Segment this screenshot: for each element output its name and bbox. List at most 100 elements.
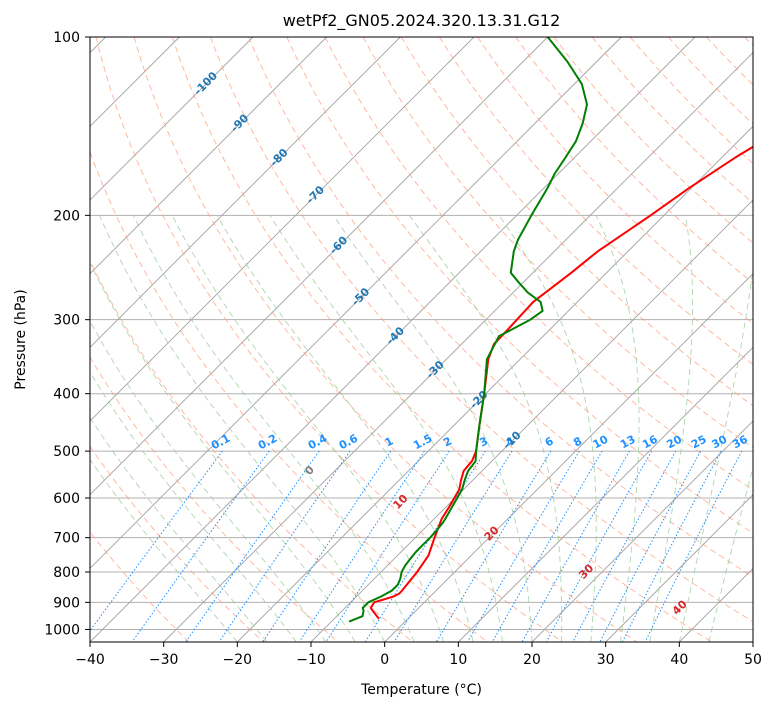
dewpoint-profile-line <box>348 37 588 623</box>
moist-adiabat-line <box>649 215 694 642</box>
dry-adiabat-line <box>210 37 753 623</box>
temperature-profile-line <box>369 145 753 620</box>
dry-adiabat-line <box>668 37 753 125</box>
x-tick-label: 0 <box>380 652 389 668</box>
mixing-ratio-line <box>644 450 743 642</box>
isotherm-line <box>605 494 753 642</box>
y-tick-label: 500 <box>53 444 80 460</box>
mixing-ratio-line <box>435 450 552 642</box>
dry-adiabat-line <box>90 150 488 642</box>
mixing-ratio-line <box>218 450 351 642</box>
x-tick-label: −20 <box>223 652 253 668</box>
mixing-ratio-label: 25 <box>689 433 709 452</box>
isotherm-line <box>90 37 475 422</box>
dry-adiabat-line <box>362 37 753 449</box>
y-tick-label: 400 <box>53 387 80 403</box>
dry-adiabat-line <box>90 445 264 642</box>
mixing-ratio-label: 8 <box>571 434 584 449</box>
moist-adiabat-line <box>133 215 415 642</box>
mixing-ratio-label: 30 <box>710 433 730 452</box>
adiabat-label: -50 <box>349 285 372 308</box>
x-axis-label: Temperature (°C) <box>360 682 482 698</box>
moist-adiabat-line <box>99 215 386 642</box>
mixing-ratio-line <box>364 450 486 642</box>
mixing-ratio-line <box>621 450 722 642</box>
y-tick-label: 900 <box>53 595 80 611</box>
x-tick-label: 30 <box>597 652 615 668</box>
mixing-ratio-line <box>262 450 392 642</box>
x-tick-label: 10 <box>449 652 467 668</box>
isotherm-line <box>531 420 753 642</box>
adiabat-label: -30 <box>424 358 447 381</box>
mixing-ratio-label: 10 <box>591 433 611 452</box>
isotherm-line <box>90 37 401 348</box>
mixing-ratio-line <box>467 450 580 642</box>
moist-adiabat-line <box>90 458 238 642</box>
y-tick-label: 1000 <box>44 622 80 638</box>
adiabat-label: -60 <box>327 233 350 256</box>
dry-adiabat-line <box>286 37 753 534</box>
mixing-ratio-label: 1 <box>383 434 396 449</box>
x-tick-label: −30 <box>149 652 179 668</box>
adiabat-label: -90 <box>228 111 251 134</box>
mixing-ratio-label: 0.1 <box>209 432 232 453</box>
moist-adiabat-line <box>216 215 474 642</box>
mixing-ratio-line <box>90 450 223 632</box>
y-tick-label: 800 <box>53 565 80 581</box>
plot-frame <box>89 36 754 643</box>
adiabat-label: -20 <box>467 388 490 411</box>
isotherm-line <box>752 641 753 642</box>
isotherm-line <box>163 52 753 642</box>
x-tick-label: −40 <box>75 652 105 668</box>
mixing-ratio-label: 0.4 <box>306 432 330 453</box>
adiabat-label: 10 <box>391 492 411 512</box>
moist-adiabat-line <box>409 215 563 642</box>
isotherm-line <box>90 37 622 569</box>
x-tick-label: 40 <box>670 652 688 668</box>
isotherm-line <box>237 125 753 642</box>
mixing-ratio-label: 16 <box>640 433 660 452</box>
adiabat-label: 20 <box>482 523 502 543</box>
x-tick-label: 50 <box>744 652 762 668</box>
mixing-ratio-line <box>545 450 653 642</box>
isotherm-line <box>90 37 254 201</box>
y-tick-label: 600 <box>53 491 80 507</box>
dry-adiabat-line <box>95 37 563 642</box>
moist-adiabat-line <box>678 264 753 642</box>
chart-title: wetPf2_GN05.2024.320.13.31.G12 <box>283 11 561 31</box>
dry-adiabat-line <box>400 37 753 407</box>
y-axis-label: Pressure (hPa) <box>13 289 29 389</box>
mixing-ratio-label: 1.5 <box>411 432 434 453</box>
isotherm-line <box>90 37 548 496</box>
y-tick-label: 300 <box>53 313 80 329</box>
mixing-ratio-label: 36 <box>730 433 750 452</box>
adiabat-label: 0 <box>302 463 317 478</box>
dry-adiabat-line <box>90 259 414 642</box>
mixing-ratio-label: 13 <box>618 433 638 452</box>
mixing-ratio-line <box>298 450 425 642</box>
adiabat-label: -70 <box>304 183 327 206</box>
mixing-ratio-label: 20 <box>664 433 684 452</box>
y-tick-label: 200 <box>53 208 80 224</box>
dry-adiabat-line <box>706 37 753 86</box>
mixing-ratio-line <box>393 450 513 642</box>
dry-adiabat-line <box>744 37 753 47</box>
adiabat-label: -40 <box>384 324 407 347</box>
mixing-ratio-line <box>185 450 320 642</box>
dry-adiabat-line <box>90 356 339 642</box>
y-tick-label: 700 <box>53 531 80 547</box>
moist-adiabat-line <box>498 215 597 642</box>
dry-adiabat-line <box>591 37 753 204</box>
moist-adiabat-line <box>90 261 356 642</box>
moist-adiabat-line <box>333 215 533 642</box>
dry-adiabat-line <box>553 37 753 244</box>
mixing-ratio-line <box>521 450 630 642</box>
x-tick-label: −10 <box>296 652 326 668</box>
adiabat-label: -10 <box>500 428 523 451</box>
isotherm-line <box>90 37 696 642</box>
mixing-ratio-line <box>131 450 270 642</box>
moist-adiabat-line <box>90 371 297 642</box>
moist-adiabat-line <box>269 215 503 642</box>
moist-adiabat-line <box>708 465 753 642</box>
isotherm-line <box>384 273 753 642</box>
